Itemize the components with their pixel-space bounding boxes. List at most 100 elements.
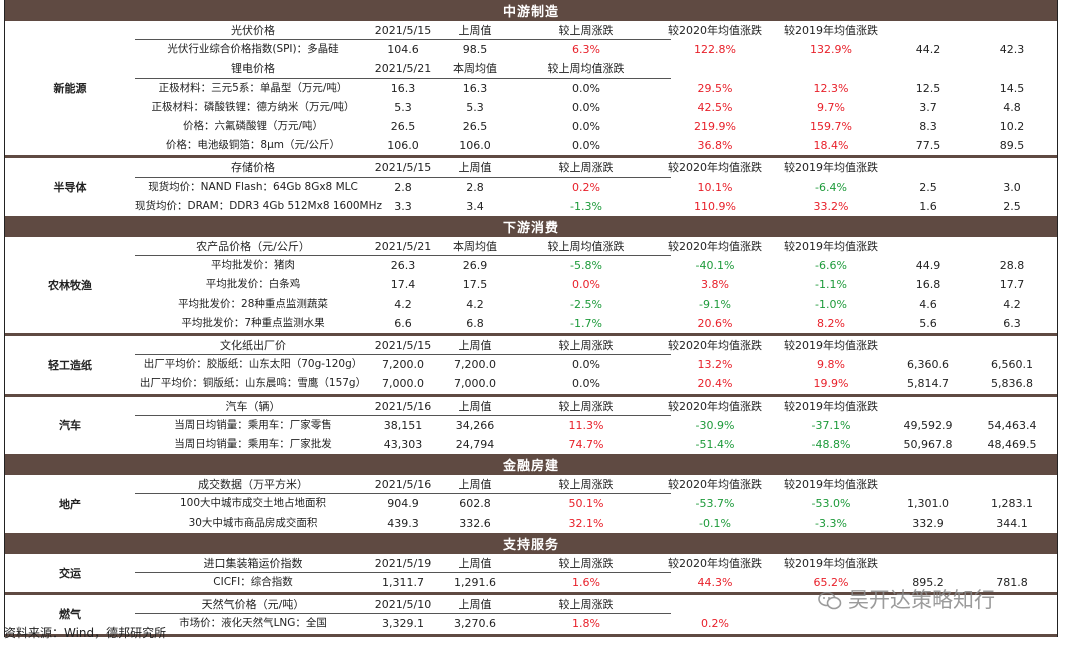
cell-value: -1.7% xyxy=(570,316,602,330)
source-note: 资料来源：Wind，德邦研究所 xyxy=(4,626,167,640)
cell-value: 较上周均值涨跌 xyxy=(547,240,625,253)
cell-value: 7,000.0 xyxy=(454,377,496,391)
table-header-row: 存储价格 2021/5/15 上周值 较上周涨跌 较2020年均值涨跌 较2019年均值涨… xyxy=(5,158,1057,177)
row-label: 存储价格 xyxy=(231,161,275,175)
cell-value: 较2020年均值涨跌 xyxy=(668,556,762,570)
row-label: 现货均价：DRAM：DDR3 4Gb 512Mx8 1600MHz xyxy=(135,199,383,212)
cell-value: 0.0% xyxy=(572,81,600,95)
cell-value: 较2020年均值涨跌 xyxy=(668,161,762,175)
row-label: 出厂平均价：铜版纸：山东晨鸣：雪鹰（157g） xyxy=(139,377,367,390)
wechat-icon xyxy=(818,592,842,610)
cell-value: 26.5 xyxy=(390,120,416,133)
cell-value: 0.0% xyxy=(572,100,600,114)
table-header-row: 进口集装箱运价指数 2021/5/19 上周值 较上周涨跌 较2020年均值涨跌 较201… xyxy=(5,554,1057,573)
cell-value: -0.1% xyxy=(699,516,731,530)
cell-value: 781.8 xyxy=(996,576,1028,589)
table-header-row: 汽车（辆） 2021/5/16 上周值 较上周涨跌 较2020年均值涨跌 较2019年均值… xyxy=(5,397,1057,416)
cell-value: 6,560.1 xyxy=(991,358,1033,372)
cell-value: -30.9% xyxy=(695,418,735,432)
cell-value: 26.3 xyxy=(390,259,416,273)
table-row: 平均批发价：猪肉 26.3 26.9 -5.8% -40.1% -6.6% 44.9 28.8 xyxy=(5,256,1057,275)
cell-value: 0.0% xyxy=(572,377,600,391)
row-label: 文化纸出厂价 xyxy=(220,339,286,352)
cell-value: -6.4% xyxy=(815,180,847,194)
cell-value: 较上周涨跌 xyxy=(558,399,614,413)
cell-value xyxy=(967,475,1057,494)
cell-value: 74.7% xyxy=(568,438,604,451)
cell-value: 89.5 xyxy=(999,139,1025,153)
cell-value: 1.8% xyxy=(572,617,600,631)
cell-value: 较2020年均值涨跌 xyxy=(668,24,762,37)
cell-value: 6.6 xyxy=(394,316,412,330)
cell-value: 上周值 xyxy=(458,339,492,352)
group-separator xyxy=(5,333,1057,336)
section-header: 金融房建 xyxy=(5,454,1057,476)
row-label: 平均批发价：28种重点监测蔬菜 xyxy=(178,297,328,310)
cell-value xyxy=(889,614,967,633)
header-underline xyxy=(135,354,671,356)
category-label: 交运 xyxy=(59,566,81,580)
row-label: 平均批发价：白条鸡 xyxy=(205,278,301,291)
cell-value: 14.5 xyxy=(999,81,1025,95)
cell-value: 12.5 xyxy=(915,81,941,95)
row-label: 成交数据（万平方米） xyxy=(198,478,308,492)
cell-value: 4.2 xyxy=(1003,297,1021,311)
cell-value: 26.5 xyxy=(462,120,488,133)
section-header: 下游消费 xyxy=(5,216,1057,237)
row-label: 光伏价格 xyxy=(231,24,275,37)
row-label: 价格：六氟磷酸锂（万元/吨） xyxy=(182,120,324,132)
table-row: 现货均价：NAND Flash：64Gb 8Gx8 MLC 2.8 2.8 0.2% 1… xyxy=(5,178,1057,197)
cell-value: 77.5 xyxy=(915,139,941,153)
cell-value: -3.3% xyxy=(815,516,847,530)
cell-value xyxy=(889,158,967,177)
cell-value: 7,200.0 xyxy=(382,358,424,372)
row-label: 正极材料：三元5系：单晶型（万元/吨） xyxy=(158,81,348,94)
cell-value: 6.8 xyxy=(466,316,484,330)
row-label: 当周日均销量：乘用车：厂家批发 xyxy=(174,438,332,450)
cell-value: 104.6 xyxy=(387,43,419,57)
row-label: 光伏行业综合价格指数(SPI)：多晶硅 xyxy=(167,43,339,56)
cell-value: 44.2 xyxy=(915,43,941,57)
cell-value: 44.9 xyxy=(915,259,941,273)
cell-value: 较2019年均值涨跌 xyxy=(784,556,878,570)
cell-value: 1.6 xyxy=(919,199,937,213)
table-row: 当周日均销量：乘用车：厂家零售 38,151 34,266 11.3% -30.9% -3… xyxy=(5,416,1057,435)
cell-value: 42.3 xyxy=(999,43,1025,57)
cell-value: 29.5% xyxy=(697,81,733,95)
table-row: 当周日均销量：乘用车：厂家批发 43,303 24,794 74.7% -51.4% -4… xyxy=(5,435,1057,454)
cell-value: 1,291.6 xyxy=(454,576,496,589)
cell-value: 1,301.0 xyxy=(907,497,949,511)
cell-value: 本周均值 xyxy=(453,62,497,76)
row-label: 汽车（辆） xyxy=(225,399,281,413)
cell-value: 较2019年均值涨跌 xyxy=(784,240,878,253)
cell-value xyxy=(967,59,1057,78)
group-separator xyxy=(5,155,1057,159)
category-label: 新能源 xyxy=(53,82,87,96)
cell-value: 4.8 xyxy=(1003,100,1021,114)
category-label: 燃气 xyxy=(59,608,81,622)
cell-value: 上周值 xyxy=(458,24,492,37)
cell-value xyxy=(889,475,967,494)
table-row: 平均批发价：白条鸡 17.4 17.5 0.0% 3.8% -1.1% 16.8 17.7 xyxy=(5,275,1057,294)
table-bottom-border xyxy=(5,633,1057,637)
row-label: 现货均价：NAND Flash：64Gb 8Gx8 MLC xyxy=(148,180,358,193)
cell-value: 3.3 xyxy=(394,199,412,213)
cell-value: 较上周涨跌 xyxy=(558,598,614,612)
cell-value: 较2020年均值涨跌 xyxy=(668,339,762,352)
cell-value: 159.7% xyxy=(810,120,852,133)
table-row: 正极材料：三元5系：单晶型（万元/吨） 16.3 16.3 0.0% 29.5% 12.3… xyxy=(5,79,1057,98)
row-label: 进口集装箱运价指数 xyxy=(203,556,303,570)
cell-value: 5.3 xyxy=(466,100,484,114)
cell-value: 7,000.0 xyxy=(382,377,424,391)
cell-value: 16.3 xyxy=(390,81,416,95)
cell-value: 33.2% xyxy=(813,199,849,213)
cell-value: 2021/5/15 xyxy=(374,161,432,175)
cell-value: 2.8 xyxy=(394,180,412,194)
cell-value xyxy=(889,554,967,573)
cell-value: 较上周涨跌 xyxy=(558,556,614,570)
cell-value: 较上周涨跌 xyxy=(558,161,614,175)
cell-value: 439.3 xyxy=(387,516,419,530)
cell-value: 44.3% xyxy=(697,576,733,589)
cell-value: 65.2% xyxy=(813,576,849,589)
cell-value xyxy=(889,21,967,40)
